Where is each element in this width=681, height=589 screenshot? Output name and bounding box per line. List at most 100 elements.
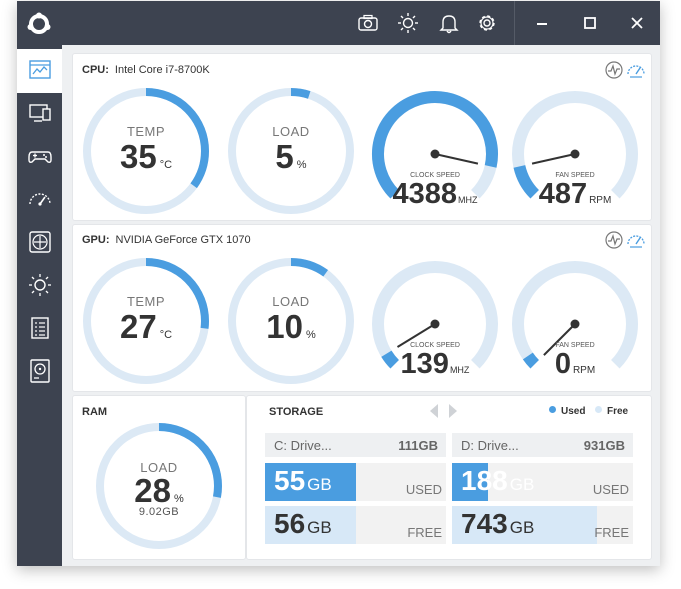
cpu-name: Intel Core i7-8700K: [114, 64, 210, 76]
dial-hub: [570, 319, 580, 329]
drive-c-used-bar: 55 GB USED: [265, 463, 446, 501]
drive-c-used-fill: [265, 463, 356, 501]
sidebar: [17, 45, 62, 566]
gpu-name: NVIDIA GeForce GTX 1070: [115, 234, 251, 246]
cpu-fan-value: 487: [538, 178, 588, 210]
ram-load-value: 28: [134, 472, 171, 509]
sidebar-item-lighting[interactable]: [27, 272, 53, 298]
gpu-clock-readout: 139MHZ: [370, 348, 500, 381]
close-icon: [631, 17, 643, 29]
next-drive-arrow[interactable]: [446, 402, 460, 420]
camera-icon: [358, 14, 378, 31]
cpu-fan-readout: 487 RPM: [510, 178, 640, 211]
drive-c-used-tag: USED: [405, 482, 442, 497]
drive-c-name: C: Drive...: [274, 438, 332, 453]
cpu-load-value: 5: [275, 138, 294, 175]
minimize-icon: [537, 23, 547, 25]
storage-panel: STORAGE Used Free C: Drive... 111GB 55 GB…: [246, 395, 652, 560]
drive-d-name: D: Drive...: [461, 438, 519, 453]
monitor-icon: [29, 104, 51, 122]
app-logo-icon[interactable]: [27, 12, 51, 36]
drive-c-free-value: 56: [274, 508, 306, 539]
screenshot-button[interactable]: [354, 9, 382, 37]
gpu-clock-gauge: CLOCK SPEED 139MHZ: [370, 256, 500, 386]
drive-c-header[interactable]: C: Drive... 111GB: [265, 433, 446, 457]
sidebar-item-dashboard[interactable]: [27, 57, 53, 83]
sidebar-item-gaming[interactable]: [27, 143, 53, 169]
gpu-fan-readout: 0 RPM: [510, 348, 640, 381]
speedometer-icon: [29, 193, 51, 206]
cpu-temp-ring: [83, 88, 209, 214]
settings-button[interactable]: [473, 9, 501, 37]
drive-d-free-unit: GB: [509, 518, 535, 537]
close-button[interactable]: [623, 9, 651, 37]
free-dot-icon: [595, 406, 602, 413]
gpu-load-gauge: LOAD 10%: [226, 256, 356, 386]
cpu-load-unit: %: [296, 159, 307, 171]
dial-needle: [434, 153, 479, 165]
drive-c-free-unit: GB: [307, 518, 332, 537]
drive-c-used-readout: 55 GB: [274, 465, 332, 497]
gpu-temp-value: 27: [119, 308, 157, 345]
gpu-load-value: 10: [266, 308, 303, 345]
gpu-graph-icon[interactable]: [604, 230, 624, 250]
sidebar-item-tasks[interactable]: [27, 315, 53, 341]
cpu-clock-readout: 4388MHZ: [370, 178, 500, 211]
dial-hub: [570, 149, 580, 159]
dial-needle: [543, 323, 576, 356]
legend-free-label: Free: [607, 406, 629, 417]
dial-track: [372, 261, 498, 369]
cpu-load-readout: 5%: [226, 138, 356, 176]
drive-d-used-fill: [452, 463, 489, 501]
storage-title: STORAGE: [269, 406, 324, 418]
drive-c-free-tag: FREE: [407, 525, 442, 540]
sun-icon: [29, 274, 51, 296]
dial-needle: [396, 323, 436, 348]
sidebar-item-monitor[interactable]: [27, 100, 53, 126]
gpu-load-caption: LOAD: [272, 294, 310, 309]
maximize-button[interactable]: [576, 9, 604, 37]
cpu-title: CPU: Intel Core i7-8700K: [82, 64, 210, 76]
gpu-temp-caption: TEMP: [126, 294, 166, 309]
drive-d-free-readout: 743 GB: [461, 508, 534, 540]
gpu-temp-unit: °C: [159, 329, 173, 341]
ram-load-caption: LOAD: [140, 460, 178, 475]
gpu-clock-dial: [372, 261, 498, 369]
cpu-clock-gauge: CLOCK SPEED 4388MHZ: [370, 86, 500, 216]
fan-icon: [29, 231, 51, 253]
main-content: CPU: Intel Core i7-8700K TEMP 35 °C: [62, 45, 660, 566]
cpu-load-gauge: LOAD 5%: [226, 86, 356, 216]
used-dot-icon: [549, 406, 556, 413]
drive-c-free-readout: 56 GB: [274, 508, 332, 540]
gpu-fan-gauge: FAN SPEED 0 RPM: [510, 256, 640, 386]
cpu-graph-icon[interactable]: [604, 60, 624, 80]
legend-used-label: Used: [561, 406, 586, 417]
cpu-temp-gauge: TEMP 35 °C: [81, 86, 211, 216]
brightness-button[interactable]: [394, 9, 422, 37]
drive-d-used-bar: 188 GB USED: [452, 463, 633, 501]
sidebar-item-cooling[interactable]: [27, 229, 53, 255]
cpu-speed-icon[interactable]: [626, 60, 646, 80]
gpu-temp-readout: 27 °C: [81, 308, 211, 346]
gpu-speed-icon[interactable]: [626, 230, 646, 250]
cpu-fan-unit: RPM: [589, 195, 612, 206]
minimize-button[interactable]: [528, 9, 556, 37]
sidebar-item-storage[interactable]: [27, 358, 53, 384]
cpu-temp-readout: 35 °C: [81, 138, 211, 176]
drive-d-header[interactable]: D: Drive... 931GB: [452, 433, 633, 457]
cpu-fan-dial: [512, 91, 638, 199]
cpu-clock-unit: MHZ: [458, 195, 478, 205]
cpu-temp-caption: TEMP: [126, 124, 166, 139]
dial-fill: [522, 352, 540, 369]
cpu-clock-value: 4388: [392, 178, 457, 210]
gpu-load-readout: 10%: [226, 308, 356, 346]
ram-load-readout: 28%: [94, 472, 224, 510]
dial-fill: [513, 164, 540, 199]
dial-hub: [430, 319, 440, 329]
gpu-clock-value: 139: [400, 348, 449, 380]
cpu-load-ring: [228, 88, 354, 214]
notifications-button[interactable]: [435, 9, 463, 37]
prev-drive-arrow[interactable]: [427, 402, 441, 420]
cpu-temp-value: 35: [119, 138, 157, 175]
sidebar-item-performance[interactable]: [27, 186, 53, 212]
